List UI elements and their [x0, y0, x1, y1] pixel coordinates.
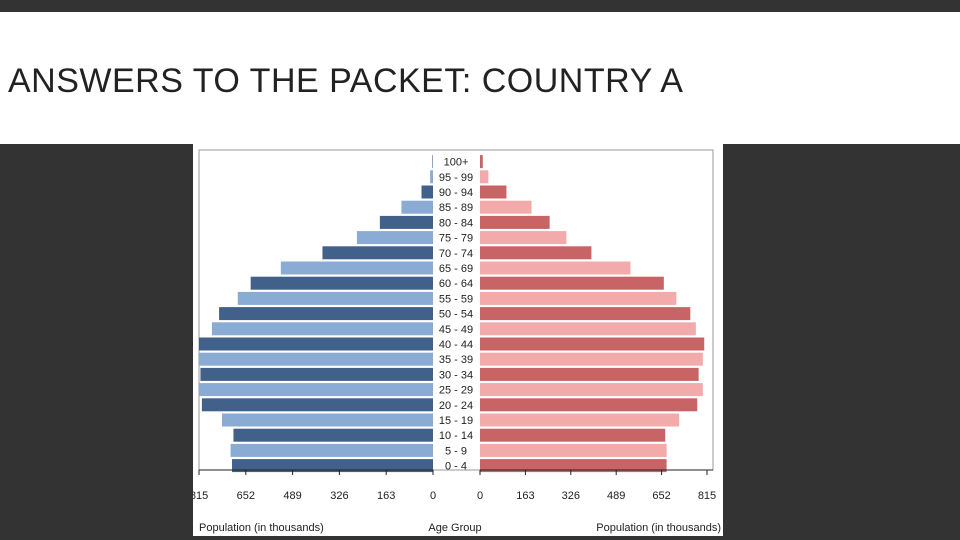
bar-left — [211, 322, 433, 336]
age-group-label: 60 - 64 — [439, 278, 473, 290]
bar-right — [480, 215, 550, 229]
bar-right — [480, 428, 666, 442]
right-bars — [480, 155, 705, 473]
bar-left — [432, 155, 433, 169]
bar-right — [480, 367, 699, 381]
bar-right — [480, 459, 667, 473]
bar-right — [480, 276, 664, 290]
bar-right — [480, 170, 489, 184]
top-strip — [0, 0, 960, 12]
age-group-label: 15 - 19 — [439, 415, 473, 427]
x-tick-label-left: 0 — [430, 490, 436, 502]
x-tick-label-left: 163 — [377, 490, 395, 502]
x-tick-label-right: 489 — [607, 490, 625, 502]
age-group-label: 70 - 74 — [439, 248, 473, 260]
age-group-label: 30 - 34 — [439, 369, 473, 381]
x-tick-label-left: 652 — [237, 490, 255, 502]
bar-right — [480, 261, 631, 275]
plot-frame — [198, 149, 714, 471]
bar-right — [480, 155, 483, 169]
age-group-label: 55 - 59 — [439, 293, 473, 305]
bar-left — [379, 215, 433, 229]
age-group-label: 75 - 79 — [439, 233, 473, 245]
x-axis-title-left: Population (in thousands) — [199, 522, 324, 534]
bar-left — [199, 383, 433, 397]
chart-svg: 0 - 4 5 - 9 10 - 14 15 - 19 20 - 24 25 - 29 30… — [193, 149, 721, 534]
age-group-label: 100+ — [444, 157, 469, 169]
bar-left — [221, 413, 433, 427]
slide-title: ANSWERS TO THE PACKET: COUNTRY A — [8, 62, 684, 100]
bar-left — [233, 428, 433, 442]
x-tick-label-left: 326 — [330, 490, 348, 502]
x-tick-label-right: 652 — [652, 490, 670, 502]
age-group-label: 0 - 4 — [445, 461, 467, 473]
x-tick-label-right: 326 — [562, 490, 580, 502]
age-group-label: 50 - 54 — [439, 309, 473, 321]
bar-left — [230, 443, 433, 457]
bar-right — [480, 322, 696, 336]
bar-right — [480, 398, 698, 412]
bar-right — [480, 413, 680, 427]
bar-left — [200, 367, 433, 381]
x-tick-label-left: 815 — [193, 490, 208, 502]
age-group-label: 65 - 69 — [439, 263, 473, 275]
age-group-label: 40 - 44 — [439, 339, 473, 351]
bar-right — [480, 291, 677, 305]
bar-right — [480, 231, 567, 245]
bar-left — [401, 200, 433, 214]
left-bars — [199, 155, 433, 473]
x-tick-label-right: 815 — [698, 490, 716, 502]
bar-left — [250, 276, 433, 290]
x-axis-title-right: Population (in thousands) — [596, 522, 721, 534]
x-ticks-left: 815 652 489 326 163 0 — [193, 470, 436, 502]
bar-left — [421, 185, 433, 199]
bar-right — [480, 185, 507, 199]
age-group-label: 85 - 89 — [439, 202, 473, 214]
x-tick-label-right: 163 — [516, 490, 534, 502]
age-group-label: 45 - 49 — [439, 324, 473, 336]
bar-left — [232, 459, 433, 473]
population-pyramid-chart: 0 - 4 5 - 9 10 - 14 15 - 19 20 - 24 25 - 29 30… — [193, 144, 723, 536]
age-group-label: 80 - 84 — [439, 217, 473, 229]
x-tick-label-right: 0 — [477, 490, 483, 502]
age-group-label: 10 - 14 — [439, 430, 473, 442]
age-labels: 0 - 4 5 - 9 10 - 14 15 - 19 20 - 24 25 - 29 30… — [439, 157, 473, 473]
bar-right — [480, 246, 592, 260]
center-axis-title: Age Group — [428, 522, 481, 534]
x-tick-label-left: 489 — [283, 490, 301, 502]
age-group-label: 5 - 9 — [445, 445, 467, 457]
bar-right — [480, 352, 703, 366]
age-group-label: 20 - 24 — [439, 400, 473, 412]
bar-left — [219, 307, 433, 321]
bar-left — [201, 398, 433, 412]
bar-left — [322, 246, 433, 260]
age-group-label: 95 - 99 — [439, 172, 473, 184]
title-band: ANSWERS TO THE PACKET: COUNTRY A — [0, 12, 960, 144]
age-group-label: 25 - 29 — [439, 385, 473, 397]
bar-left — [356, 231, 433, 245]
bar-left — [199, 337, 433, 351]
age-group-label: 35 - 39 — [439, 354, 473, 366]
bar-right — [480, 383, 703, 397]
bar-right — [480, 337, 705, 351]
bar-left — [430, 170, 433, 184]
bar-left — [237, 291, 433, 305]
bar-right — [480, 307, 691, 321]
bar-left — [280, 261, 433, 275]
age-group-label: 90 - 94 — [439, 187, 473, 199]
x-ticks-right: 0 163 326 489 652 815 — [477, 470, 716, 502]
bar-left — [199, 352, 433, 366]
bar-right — [480, 200, 532, 214]
bar-right — [480, 443, 667, 457]
